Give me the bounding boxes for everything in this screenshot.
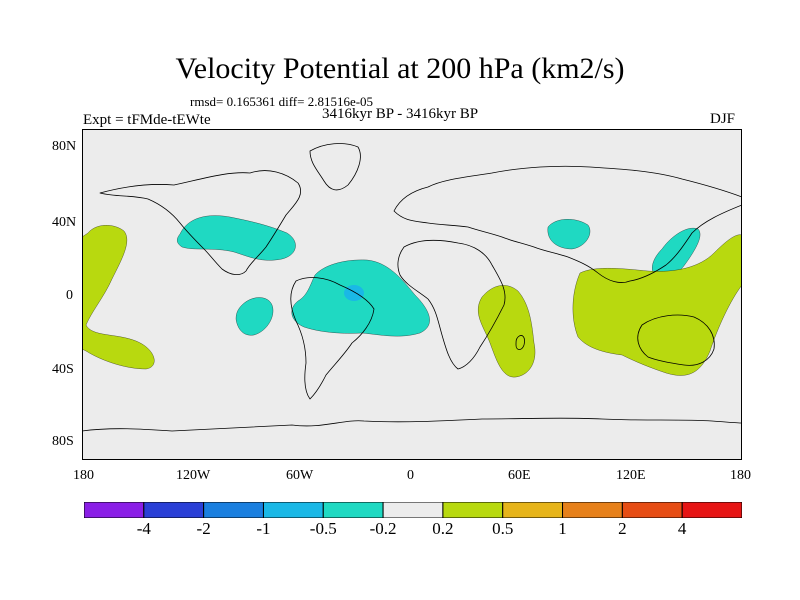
map-plot <box>82 129 742 460</box>
lon-tick-label: 0 <box>407 468 414 483</box>
experiment-label: Expt = tFMde-tEWte <box>83 112 211 128</box>
lon-tick-label: 180 <box>730 468 751 483</box>
tropical-atlantic-core <box>344 285 364 301</box>
colorbar-label: -0.5 <box>309 519 337 538</box>
period-label: 3416kyr BP - 3416kyr BP <box>322 106 479 122</box>
colorbar-label: 4 <box>677 519 687 538</box>
coastline-madagascar <box>515 335 525 350</box>
coastline-australia <box>637 314 715 366</box>
colorbar-label: 0.2 <box>432 519 454 538</box>
coastline-south-america <box>290 277 375 400</box>
north-america-atlantic-low <box>177 215 296 261</box>
central-pacific-high <box>82 225 155 370</box>
lon-tick-label: 120E <box>616 468 646 483</box>
colorbar-swatch <box>143 502 205 518</box>
himalaya-low <box>547 219 591 250</box>
colorbar-label: -2 <box>196 519 211 538</box>
colorbar-swatch <box>84 502 145 518</box>
plot-title: Velocity Potential at 200 hPa (km2/s) <box>175 52 625 85</box>
colorbar-label: -4 <box>136 519 151 538</box>
colorbar-swatch <box>562 502 623 518</box>
colorbar-swatch <box>681 502 742 518</box>
lon-tick-label: 60W <box>286 468 314 483</box>
east-africa-indian-high <box>478 285 536 378</box>
east-pacific-low <box>235 297 274 336</box>
lat-tick-label: 80S <box>52 434 74 449</box>
lat-tick-label: 0 <box>66 288 73 303</box>
colorbar-label: 0.5 <box>492 519 514 538</box>
lat-tick-label: 80N <box>52 139 77 154</box>
west-pacific-low <box>652 227 701 279</box>
colorbar-swatch <box>442 502 504 518</box>
colorbar-swatch <box>322 502 384 518</box>
colorbar-label: -0.2 <box>369 519 397 538</box>
stats-line: rmsd= 0.165361 diff= 2.81516e-05 <box>190 94 374 109</box>
colorbar-swatch <box>502 502 564 518</box>
maritime-continent-high <box>572 234 742 376</box>
lat-tick-label: 40N <box>52 215 77 230</box>
colorbar-swatch <box>262 502 324 518</box>
colorbar-swatch <box>382 502 444 518</box>
colorbar-swatch <box>621 502 683 518</box>
coastline-eurasia <box>393 165 742 283</box>
lon-tick-label: 180 <box>73 468 94 483</box>
coastline-greenland <box>309 143 361 191</box>
colorbar-swatch <box>203 502 264 518</box>
colorbar-label: 2 <box>618 519 627 538</box>
map-frame <box>82 129 742 460</box>
lat-tick-label: 40S <box>52 362 74 377</box>
colorbar <box>84 502 742 518</box>
coastline-antarctica <box>82 417 742 432</box>
coastline-africa <box>397 239 506 370</box>
colorbar-label: -1 <box>256 519 271 538</box>
coastline-north-america <box>99 170 302 275</box>
lon-tick-label: 120W <box>176 468 211 483</box>
colorbar-label: 1 <box>558 519 567 538</box>
lon-tick-label: 60E <box>508 468 531 483</box>
season-label: DJF <box>710 111 736 127</box>
